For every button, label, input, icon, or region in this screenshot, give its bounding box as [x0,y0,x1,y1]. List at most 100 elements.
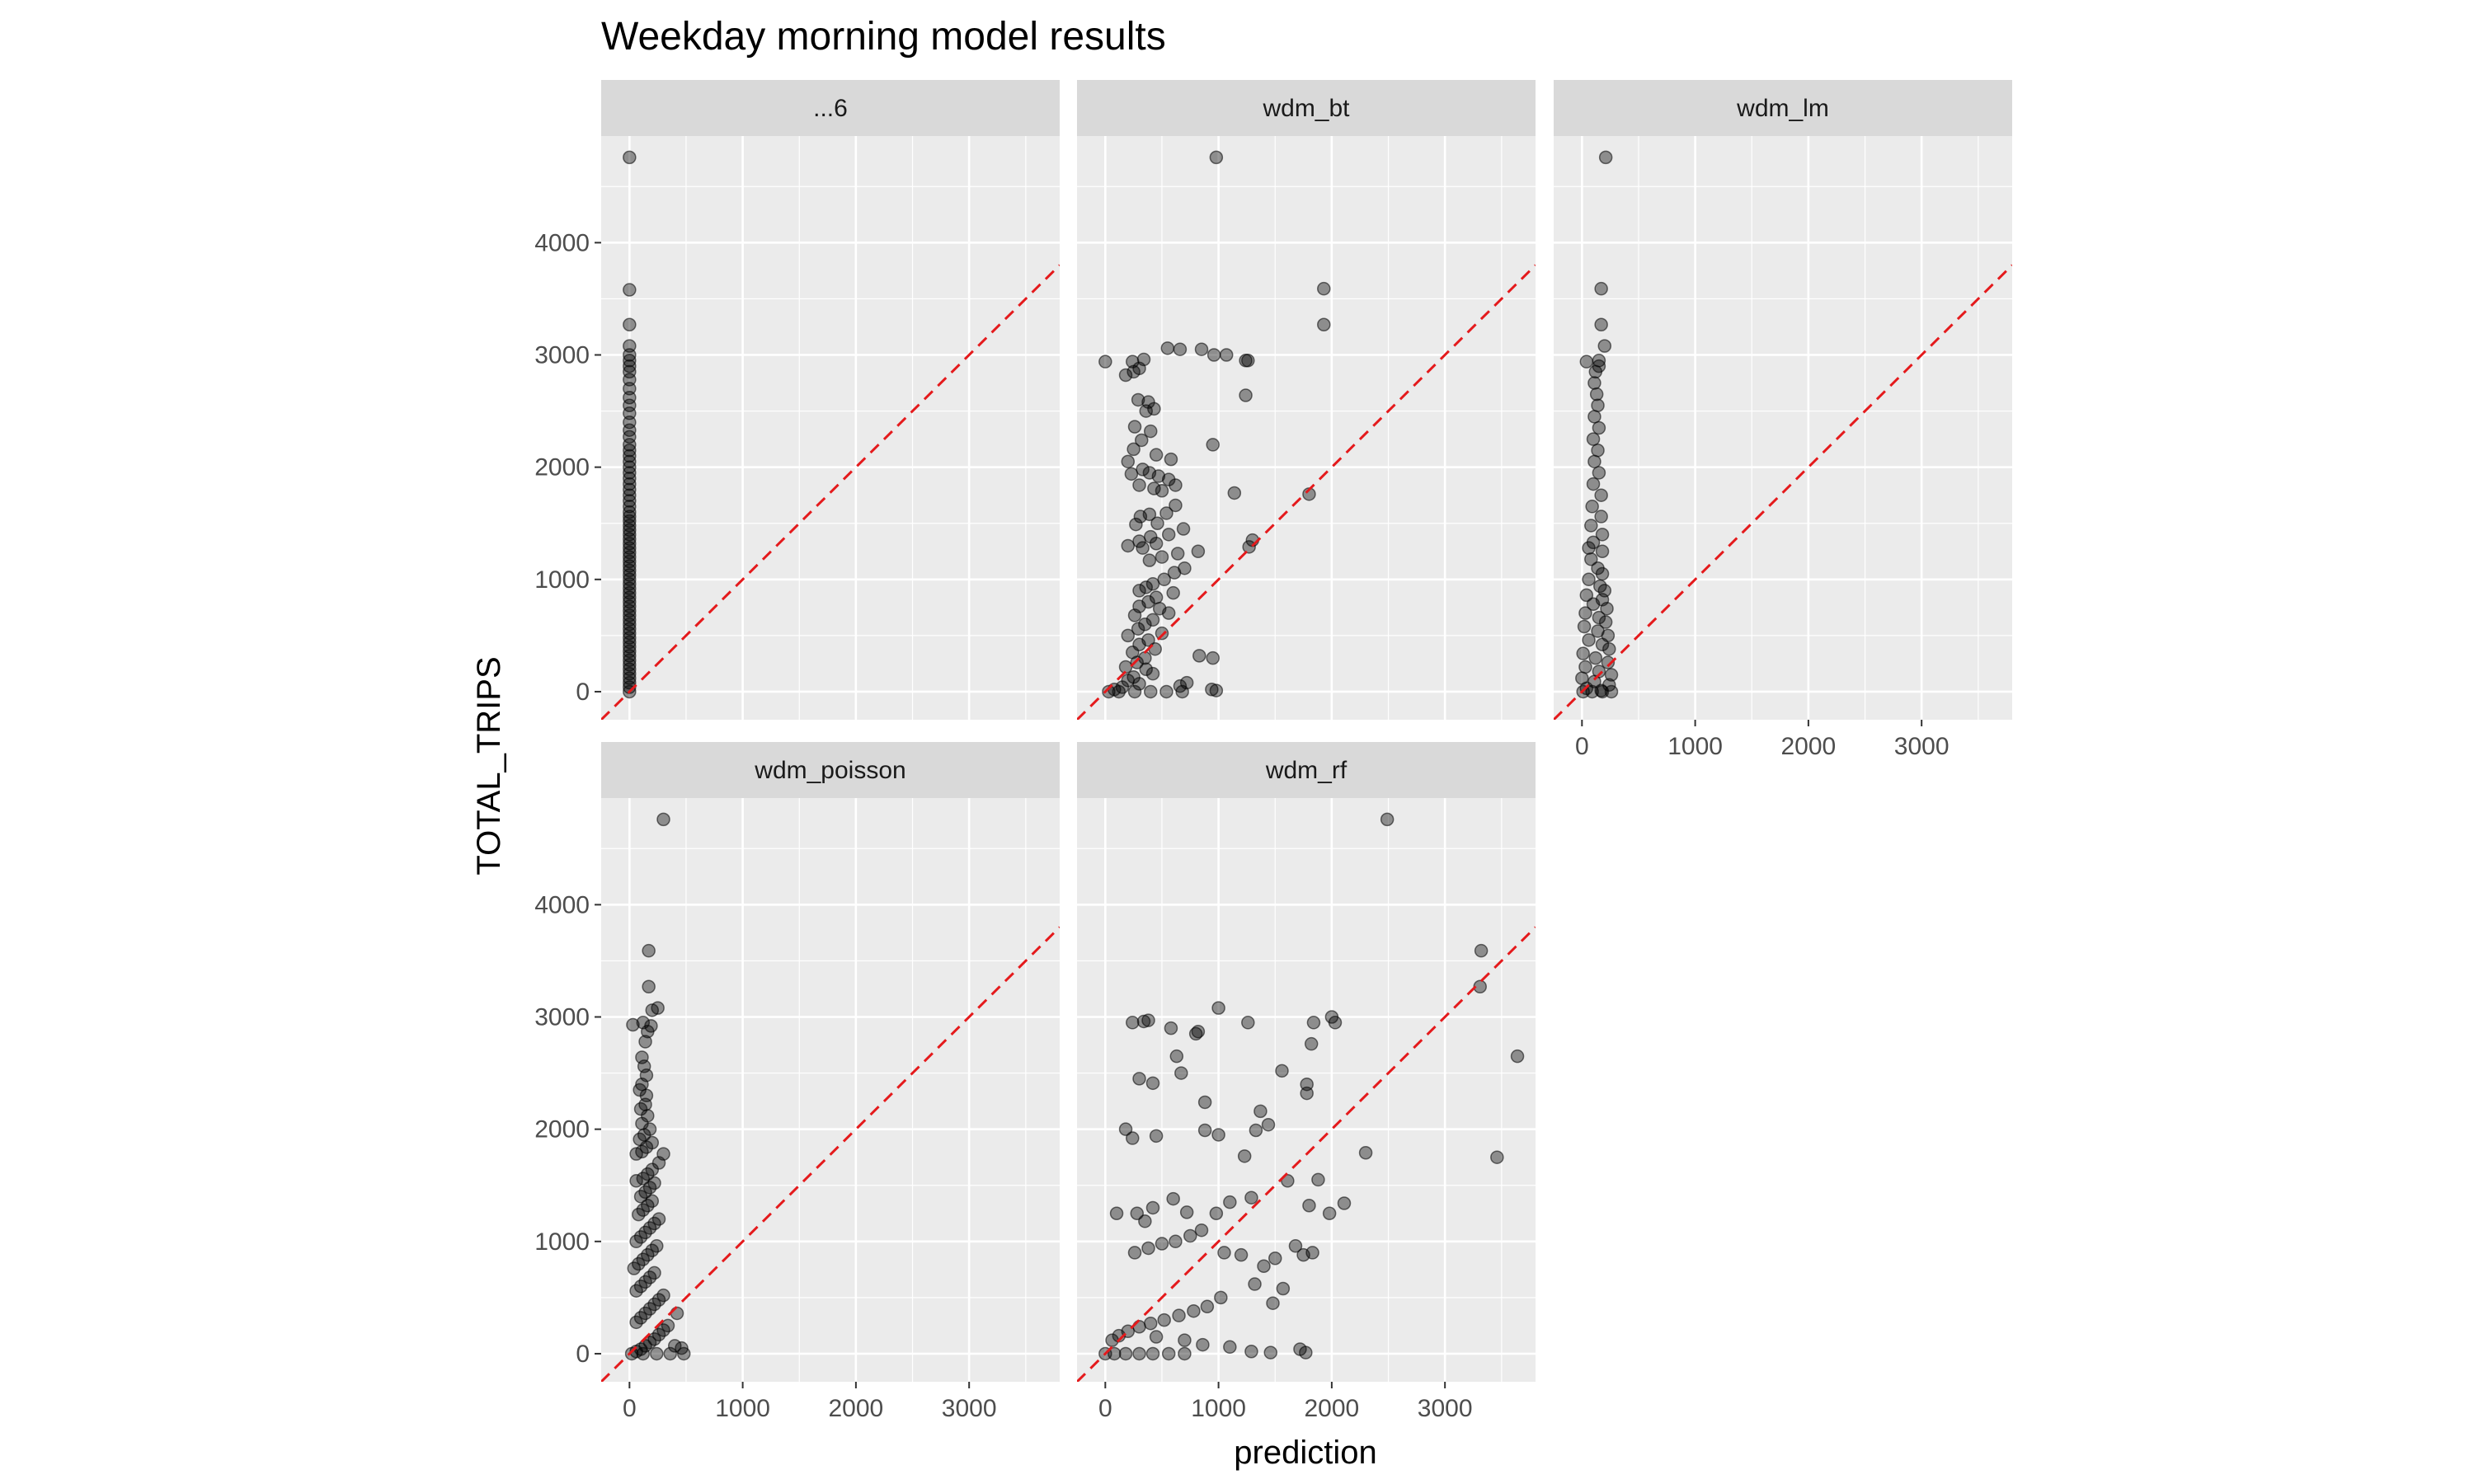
data-point [1102,684,1116,699]
data-point [1127,684,1142,699]
data-point [1132,1320,1146,1334]
data-point [1143,424,1158,439]
data-point [1161,1346,1176,1361]
data-point [1194,342,1209,356]
facet-strip-label: wdm_lm [1736,95,1829,122]
data-point [633,1190,648,1204]
data-point [1187,1303,1201,1318]
x-tick-label: 2000 [1781,733,1837,760]
data-point [1155,550,1169,564]
data-point [1206,348,1221,362]
data-point [1142,466,1157,480]
y-tick-label: 3000 [534,342,590,369]
data-point [1126,364,1141,379]
data-point [1588,364,1603,379]
facet-strip [601,80,1060,136]
data-point [1132,534,1146,548]
data-point [1206,650,1220,665]
data-point [1159,506,1174,520]
data-point [1587,376,1602,390]
data-point [1358,1145,1373,1160]
data-point [1149,1330,1164,1344]
data-point [1166,1191,1180,1206]
data-point [1217,1246,1231,1260]
data-point [1130,655,1145,669]
y-axis-title: TOTAL_TRIPS [471,656,507,875]
data-point [1586,432,1601,446]
data-point [1587,454,1602,469]
data-point [1129,517,1143,532]
data-point [1143,684,1158,699]
data-point [1197,1095,1212,1110]
data-point [1197,1123,1212,1138]
data-point [1211,1001,1225,1015]
data-point [1380,812,1395,827]
data-point [1155,1237,1169,1251]
data-point [1311,1172,1325,1187]
data-point [1209,150,1224,165]
data-point [1337,1196,1352,1210]
data-point [1164,1021,1178,1036]
x-tick-label: 3000 [1894,733,1950,760]
data-point [1602,641,1616,656]
data-point [650,1346,664,1361]
y-tick-label: 4000 [534,229,590,256]
data-point [1127,420,1142,434]
x-tick-label: 1000 [1667,733,1723,760]
data-point [1179,1205,1194,1219]
data-point [1595,637,1610,652]
facet-strip [1077,742,1536,798]
reference-line [1077,926,1536,1382]
data-point [1589,387,1604,402]
data-point [1124,467,1139,481]
data-point [1118,1122,1133,1136]
data-point [1191,544,1206,559]
data-point [1141,1241,1155,1256]
data-point [1257,1259,1271,1274]
data-point [1592,610,1606,625]
data-point [1591,443,1605,458]
data-point [1170,547,1185,561]
y-tick-label: 0 [576,1341,590,1368]
data-point [1131,392,1145,407]
points-layer [623,150,637,699]
data-point [1178,1346,1192,1361]
y-tick-label: 2000 [534,454,590,481]
data-point [1147,481,1161,495]
data-point [1299,1345,1313,1360]
data-point [1132,478,1146,492]
data-point [1173,679,1188,693]
data-point [1586,597,1601,612]
data-point [1200,1299,1215,1314]
y-tick-label: 4000 [534,891,590,918]
data-point [1138,618,1152,632]
facet-strip-label: wdm_bt [1262,95,1350,122]
data-point [1160,341,1175,355]
data-point [1578,606,1592,620]
data-point [642,979,656,993]
data-point [632,1207,646,1222]
data-point [1595,528,1610,542]
x-axis-title: prediction [1234,1435,1376,1471]
data-point [1604,684,1619,699]
data-point [1594,317,1608,331]
data-point [1131,622,1145,636]
data-point [1317,281,1331,296]
data-point [1227,486,1242,500]
data-point [1594,281,1608,296]
facet-wdm-bt: wdm_bt [1077,80,1536,720]
data-point [1223,1340,1237,1355]
data-point [1304,1036,1319,1051]
data-point [629,1315,643,1330]
data-point [1157,1313,1171,1327]
data-point [1149,448,1164,462]
data-point [1234,1247,1249,1262]
data-point [629,1147,643,1161]
data-point [1161,472,1176,486]
data-point [1126,1131,1140,1145]
data-point [1237,1149,1252,1163]
facet-wdm-lm: wdm_lm 0 1000 2000 3000 [1554,80,2012,760]
data-point [623,317,637,331]
data-point [1302,1198,1316,1213]
data-point [1586,477,1601,491]
